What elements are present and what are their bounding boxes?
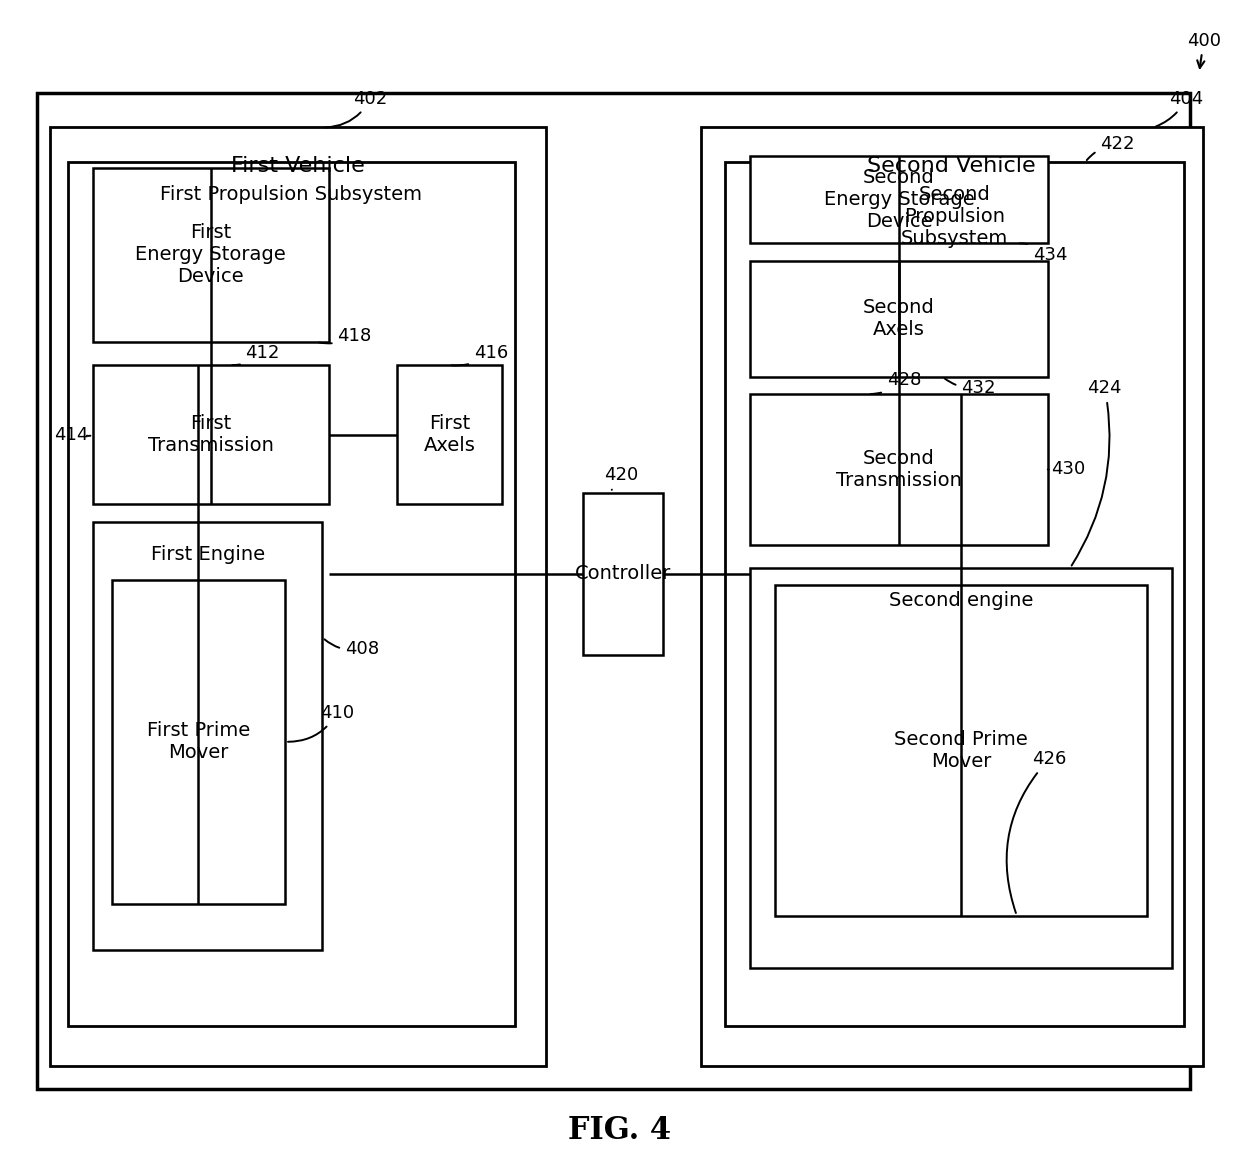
Text: Second Prime
Mover: Second Prime Mover [894, 730, 1028, 771]
Text: Second engine: Second engine [889, 591, 1033, 610]
Text: FIG. 4: FIG. 4 [568, 1115, 672, 1145]
Bar [93, 365, 329, 504]
Text: First Propulsion Subsystem: First Propulsion Subsystem [160, 185, 423, 204]
Text: 404: 404 [1156, 89, 1204, 126]
Text: 420: 420 [604, 466, 639, 490]
Text: Second
Transmission: Second Transmission [836, 449, 962, 490]
Bar [112, 580, 285, 904]
Text: Second Vehicle: Second Vehicle [868, 156, 1035, 176]
Text: 432: 432 [945, 378, 996, 398]
Text: First
Energy Storage
Device: First Energy Storage Device [135, 224, 286, 286]
Bar [37, 93, 1190, 1089]
Bar [50, 127, 546, 1066]
Bar [397, 365, 502, 504]
Text: 400: 400 [1187, 31, 1220, 68]
Bar [775, 585, 1147, 916]
Text: First
Transmission: First Transmission [148, 414, 274, 455]
Bar [750, 261, 1048, 377]
Text: 426: 426 [1007, 750, 1066, 913]
Text: 430: 430 [1048, 460, 1086, 479]
Text: 408: 408 [325, 640, 379, 658]
Text: 424: 424 [1071, 379, 1122, 566]
Text: 418: 418 [319, 327, 372, 345]
Text: First Engine: First Engine [150, 545, 265, 563]
Bar [750, 568, 1172, 968]
Text: Second
Propulsion
Subsystem: Second Propulsion Subsystem [901, 185, 1008, 248]
Text: Second
Energy Storage
Device: Second Energy Storage Device [823, 168, 975, 232]
Text: First Vehicle: First Vehicle [231, 156, 365, 176]
Text: 428: 428 [870, 371, 921, 394]
Bar [725, 162, 1184, 1026]
Bar [750, 156, 1048, 243]
Text: Controller: Controller [575, 564, 671, 583]
Bar [701, 127, 1203, 1066]
Bar [583, 493, 663, 655]
Text: 434: 434 [1019, 243, 1068, 264]
Text: 414: 414 [55, 425, 89, 444]
Text: First
Axels: First Axels [424, 414, 475, 455]
Text: 412: 412 [232, 344, 280, 365]
Text: 402: 402 [325, 89, 388, 127]
Text: 416: 416 [451, 344, 508, 365]
Bar [93, 522, 322, 950]
Bar [93, 168, 329, 342]
Bar [750, 394, 1048, 545]
Text: Second
Axels: Second Axels [863, 298, 935, 340]
Text: 422: 422 [1086, 134, 1135, 160]
Bar [68, 162, 515, 1026]
Text: 410: 410 [288, 704, 355, 742]
Text: First Prime
Mover: First Prime Mover [146, 721, 250, 763]
